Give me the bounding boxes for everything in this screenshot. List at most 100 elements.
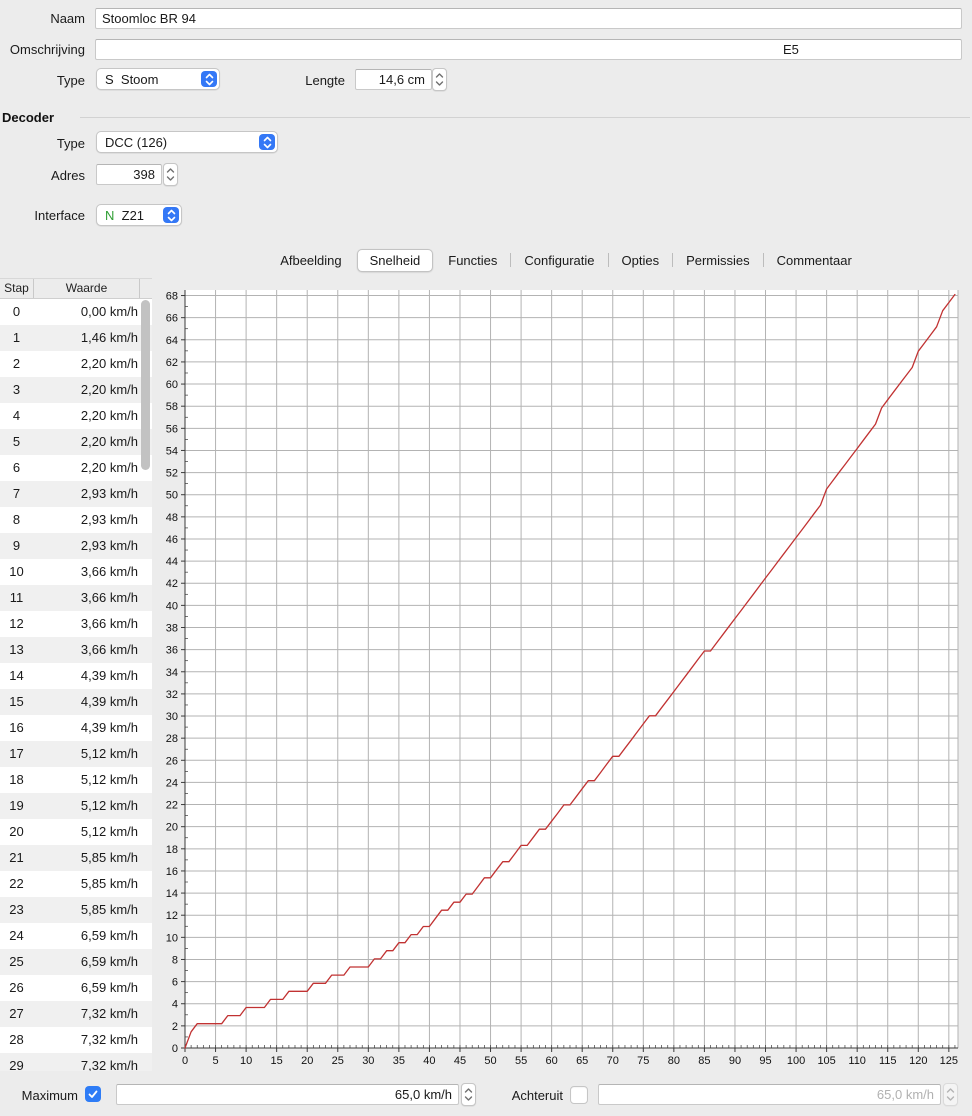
table-row[interactable]: 6 2,20 km/h [0,455,152,481]
decoder-type-value: DCC (126) [105,134,168,150]
adres-input[interactable]: 398 [96,164,162,185]
svg-text:32: 32 [166,689,178,701]
svg-text:40: 40 [166,600,178,612]
svg-text:6: 6 [172,977,178,989]
type-popup[interactable]: S Stoom [96,68,220,90]
maximum-label: Maximum [21,1088,78,1103]
tab-configuratie[interactable]: Configuratie [524,252,595,268]
achteruit-checkbox[interactable] [570,1086,588,1104]
tab-afbeelding[interactable]: Afbeelding [280,252,342,268]
svg-text:30: 30 [362,1055,374,1067]
svg-text:5: 5 [212,1055,218,1067]
table-row[interactable]: 21 5,85 km/h [0,845,152,871]
table-row[interactable]: 9 2,93 km/h [0,533,152,559]
svg-text:80: 80 [668,1055,680,1067]
cell-waarde: 1,46 km/h [80,330,138,345]
cell-stap: 22 [9,876,24,891]
lengte-input[interactable]: 14,6 cm [355,69,432,90]
tab-opties[interactable]: Opties [621,252,660,268]
table-row[interactable]: 10 3,66 km/h [0,559,152,585]
table-row[interactable]: 23 5,85 km/h [0,897,152,923]
svg-text:48: 48 [166,512,178,524]
table-row[interactable]: 14 4,39 km/h [0,663,152,689]
lengte-stepper[interactable] [432,68,447,91]
table-row[interactable]: 26 6,59 km/h [0,975,152,1001]
achteruit-speed-stepper[interactable] [943,1083,958,1106]
svg-text:42: 42 [166,578,178,590]
maximum-speed-input[interactable]: 65,0 km/h [116,1084,459,1105]
cell-waarde: 5,85 km/h [80,876,138,891]
table-row[interactable]: 0 0,00 km/h [0,299,152,325]
table-row[interactable]: 16 4,39 km/h [0,715,152,741]
svg-text:24: 24 [166,777,178,789]
svg-text:20: 20 [301,1055,313,1067]
type-popup-value: S Stoom [105,71,159,87]
table-scrollbar[interactable] [141,300,150,470]
table-row[interactable]: 24 6,59 km/h [0,923,152,949]
cell-stap: 4 [12,408,21,423]
cell-waarde: 4,39 km/h [80,694,138,709]
cell-stap: 15 [9,694,24,709]
tab-snelheid[interactable]: Snelheid [356,248,434,272]
table-row[interactable]: 29 7,32 km/h [0,1053,152,1071]
cell-stap: 6 [12,460,21,475]
naam-input[interactable]: Stoomloc BR 94 [95,8,962,29]
table-row[interactable]: 13 3,66 km/h [0,637,152,663]
interface-popup[interactable]: N Z21 [96,204,182,226]
tab-separator [762,253,764,267]
col-header-stap[interactable]: Stap [0,279,34,298]
svg-text:15: 15 [271,1055,283,1067]
adres-stepper[interactable] [163,163,178,186]
table-row[interactable]: 12 3,66 km/h [0,611,152,637]
maximum-speed-stepper[interactable] [461,1083,476,1106]
table-row[interactable]: 4 2,20 km/h [0,403,152,429]
table-row[interactable]: 25 6,59 km/h [0,949,152,975]
svg-text:0: 0 [182,1055,188,1067]
table-row[interactable]: 27 7,32 km/h [0,1001,152,1027]
decoder-section-title: Decoder [2,110,55,125]
cell-stap: 13 [9,642,24,657]
adres-label: Adres [51,168,85,183]
cell-stap: 19 [9,798,24,813]
achteruit-speed-input[interactable]: 65,0 km/h [598,1084,941,1105]
decoder-type-popup[interactable]: DCC (126) [96,131,278,153]
tab-functies[interactable]: Functies [448,252,498,268]
table-row[interactable]: 8 2,93 km/h [0,507,152,533]
svg-text:55: 55 [515,1055,527,1067]
table-row[interactable]: 11 3,66 km/h [0,585,152,611]
svg-text:34: 34 [166,667,178,679]
svg-text:64: 64 [166,335,178,347]
cell-stap: 3 [12,382,21,397]
svg-text:44: 44 [166,556,178,568]
cell-stap: 29 [9,1058,24,1071]
table-row[interactable]: 28 7,32 km/h [0,1027,152,1053]
tab-commentaar[interactable]: Commentaar [776,252,852,268]
tab-permissies[interactable]: Permissies [686,252,750,268]
col-header-waarde[interactable]: Waarde [34,279,140,298]
table-row[interactable]: 3 2,20 km/h [0,377,152,403]
svg-text:14: 14 [166,888,178,900]
cell-stap: 10 [9,564,24,579]
omschrijving-input[interactable]: E5 [95,39,962,60]
cell-waarde: 2,20 km/h [80,434,138,449]
table-row[interactable]: 19 5,12 km/h [0,793,152,819]
table-row[interactable]: 1 1,46 km/h [0,325,152,351]
cell-waarde: 2,20 km/h [80,382,138,397]
maximum-checkbox[interactable] [85,1086,101,1102]
table-row[interactable]: 18 5,12 km/h [0,767,152,793]
table-row[interactable]: 22 5,85 km/h [0,871,152,897]
tab-separator [672,253,674,267]
svg-text:10: 10 [240,1055,252,1067]
cell-stap: 21 [9,850,24,865]
table-row[interactable]: 15 4,39 km/h [0,689,152,715]
table-row[interactable]: 2 2,20 km/h [0,351,152,377]
svg-text:18: 18 [166,844,178,856]
table-row[interactable]: 17 5,12 km/h [0,741,152,767]
svg-text:38: 38 [166,623,178,635]
cell-stap: 28 [9,1032,24,1047]
table-row[interactable]: 7 2,93 km/h [0,481,152,507]
cell-waarde: 5,12 km/h [80,772,138,787]
table-row[interactable]: 20 5,12 km/h [0,819,152,845]
table-row[interactable]: 5 2,20 km/h [0,429,152,455]
svg-text:35: 35 [393,1055,405,1067]
